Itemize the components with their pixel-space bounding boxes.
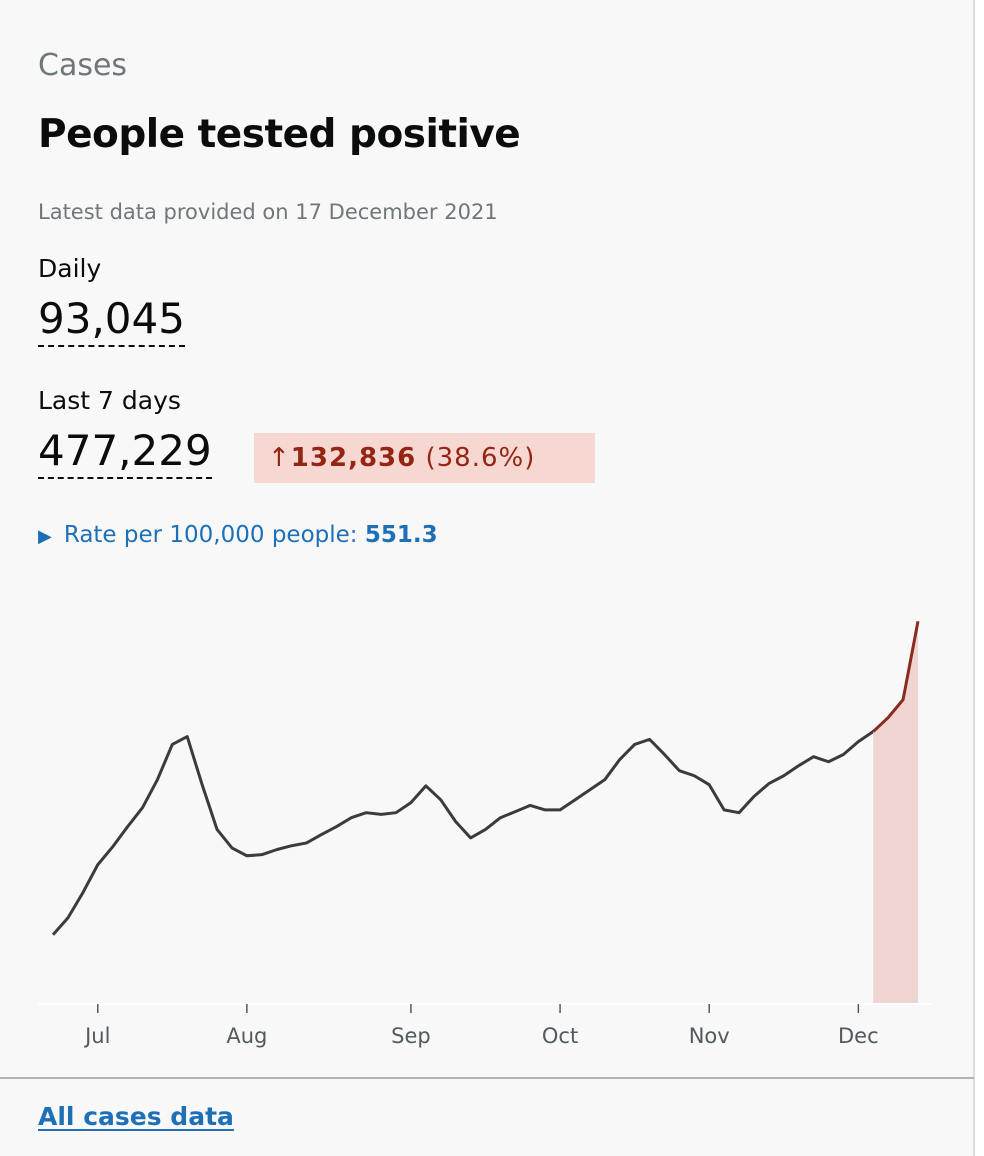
weekly-label: Last 7 days xyxy=(38,386,181,415)
change-badge: ↑132,836 (38.6%) xyxy=(254,433,595,483)
x-tick-label: Sep xyxy=(391,1024,431,1048)
x-tick-label: Oct xyxy=(542,1024,578,1048)
title: People tested positive xyxy=(38,112,521,157)
rate-toggle[interactable]: ▶ Rate per 100,000 people: 551.3 xyxy=(38,522,438,548)
recent-area xyxy=(873,621,918,1003)
updated-date: Latest data provided on 17 December 2021 xyxy=(38,200,498,224)
divider xyxy=(0,1077,974,1079)
rate-label: Rate per 100,000 people: xyxy=(63,522,358,548)
x-tick-label: Dec xyxy=(838,1024,879,1048)
trend-line xyxy=(872,620,920,733)
daily-label: Daily xyxy=(38,254,102,283)
x-tick-label: Jul xyxy=(83,1024,110,1048)
trend-line xyxy=(51,730,875,936)
link[interactable]: All cases data xyxy=(38,1102,234,1131)
arrow-icon: ↑ xyxy=(268,443,291,473)
weekly-value[interactable]: 477,229 xyxy=(38,426,212,479)
daily-value[interactable]: 93,045 xyxy=(38,294,185,347)
change-percent: (38.6%) xyxy=(425,443,536,473)
caption: Cases xyxy=(38,48,128,83)
x-tick-label: Nov xyxy=(689,1024,730,1048)
x-tick-label: Aug xyxy=(226,1024,267,1048)
change-value: 132,836 xyxy=(290,443,417,473)
triangle-icon: ▶ xyxy=(38,526,52,547)
rate-value: 551.3 xyxy=(364,522,438,548)
